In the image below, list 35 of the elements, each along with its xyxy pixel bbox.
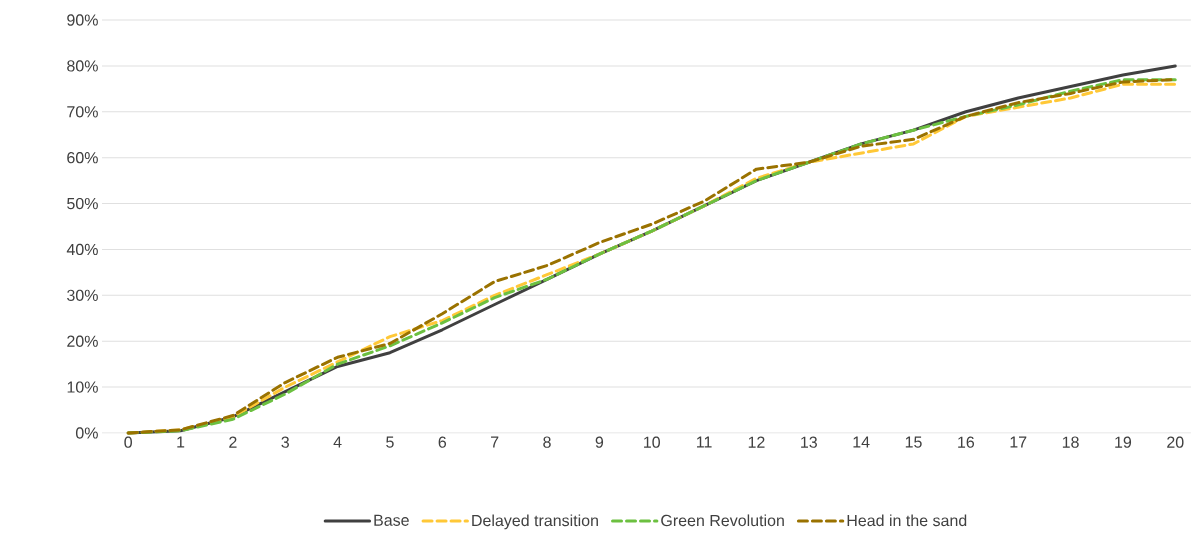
legend-label: Head in the sand [847, 514, 967, 527]
x-tick-label: 19 [1115, 436, 1132, 448]
x-tick-label: 13 [801, 436, 817, 448]
x-tick-label: 4 [333, 436, 342, 448]
y-tick-label: 0% [75, 427, 98, 439]
y-tick-label: 40% [66, 243, 98, 256]
x-tick-label: 10 [644, 436, 660, 448]
x-tick-label: 3 [281, 436, 289, 448]
x-tick-label: 2 [229, 436, 237, 448]
y-tick-label: 90% [67, 14, 98, 26]
x-tick-label: 17 [1010, 436, 1027, 448]
x-tick-label: 7 [491, 436, 499, 448]
x-tick-label: 8 [543, 436, 551, 448]
x-tick-label: 5 [386, 436, 394, 448]
x-tick-label: 16 [958, 436, 975, 448]
legend-label: Base [374, 514, 409, 526]
y-tick-label: 50% [67, 197, 98, 210]
legend-label: Green Revolution [661, 514, 784, 527]
x-tick-label: 15 [905, 436, 922, 448]
y-tick-label: 80% [67, 60, 98, 72]
y-tick-label: 70% [67, 106, 98, 118]
x-tick-label: 9 [595, 436, 604, 448]
y-tick-label: 60% [67, 152, 98, 164]
y-tick-label: 10% [67, 381, 98, 393]
x-tick-label: 20 [1167, 436, 1184, 448]
x-tick-label: 12 [748, 436, 765, 448]
y-tick-label: 30% [67, 289, 98, 301]
x-tick-label: 14 [853, 436, 870, 448]
x-tick-label: 18 [1062, 436, 1079, 448]
legend-label: Delayed transition [472, 514, 598, 530]
x-tick-label: 6 [438, 436, 447, 448]
x-tick-label: 1 [177, 436, 185, 448]
x-tick-label: 0 [124, 436, 132, 448]
x-tick-label: 11 [697, 436, 712, 448]
y-tick-label: 20% [67, 335, 98, 347]
